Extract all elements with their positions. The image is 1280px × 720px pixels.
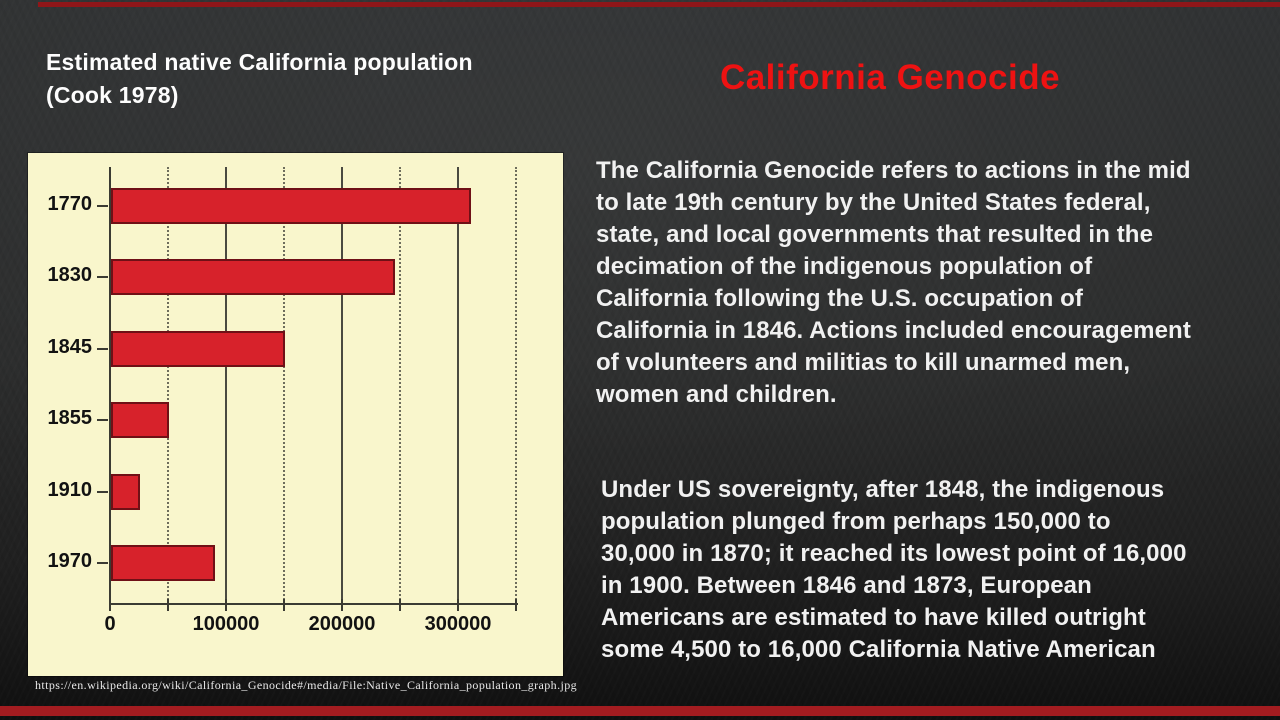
chart-heading: Estimated native California population (… (46, 49, 473, 108)
x-axis-tick-0 (109, 599, 111, 611)
x-axis-tick-150000 (283, 599, 285, 611)
gridline-150000 (283, 167, 285, 603)
source-url-caption: https://en.wikipedia.org/wiki/California… (35, 678, 578, 692)
bar-1845 (111, 330, 285, 367)
population-bar-chart: 1770 1830 1845 1855 1910 1970 0 100000 200000 300… (28, 153, 563, 676)
x-axis-tick-300000 (457, 599, 459, 611)
x-axis-tick-100000 (225, 599, 227, 611)
body-paragraph-2: Under US sovereignty, after 1848, the in… (601, 476, 1187, 663)
year-tick-1830 (97, 276, 108, 279)
x-tick-label-200000: 200000 (308, 613, 376, 635)
bottom-accent-bar (0, 706, 1280, 716)
x-axis-tick-250000 (399, 599, 401, 611)
year-label-1770: 1770 (47, 193, 93, 215)
gridline-50000 (167, 167, 169, 603)
body-paragraph-1: The California Genocide refers to action… (596, 157, 1191, 408)
x-tick-label-100000: 100000 (192, 613, 260, 635)
gridline-200000 (341, 167, 343, 603)
y-axis-line (109, 167, 111, 603)
x-tick-label-300000: 300000 (424, 613, 492, 635)
top-accent-bar (38, 2, 1280, 7)
x-tick-label-0: 0 (104, 613, 116, 635)
gridline-250000 (399, 167, 401, 603)
year-tick-1770 (97, 205, 108, 207)
bar-1970 (111, 545, 216, 581)
bar-1855 (111, 402, 169, 439)
year-tick-1845 (97, 347, 108, 350)
year-label-1855: 1855 (47, 407, 93, 430)
chart-plot: 1770 1830 1845 1855 1910 1970 0 100000 200000 300… (28, 153, 563, 676)
gridline-300000 (457, 167, 459, 603)
year-tick-1910 (97, 490, 108, 493)
year-label-1970: 1970 (47, 550, 93, 572)
bar-1770 (111, 188, 471, 224)
year-label-1910: 1910 (47, 478, 93, 501)
x-axis-tick-350000 (515, 599, 517, 611)
bar-1910 (111, 473, 140, 510)
gridline-100000 (225, 167, 227, 603)
x-axis-line (110, 603, 518, 605)
year-tick-1855 (97, 419, 108, 422)
slide-title: California Genocide (719, 58, 1061, 97)
x-axis-tick-50000 (167, 599, 169, 611)
bar-1830 (111, 259, 396, 296)
year-tick-1970 (97, 562, 108, 564)
year-label-1845: 1845 (47, 335, 93, 358)
year-label-1830: 1830 (47, 264, 93, 287)
x-axis-tick-200000 (341, 599, 343, 611)
gridline-350000 (515, 167, 517, 603)
